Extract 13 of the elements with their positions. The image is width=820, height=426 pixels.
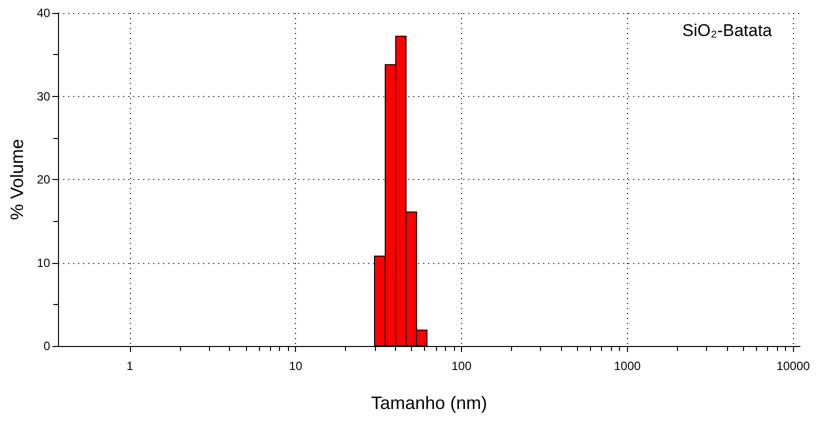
y-tick-label: 20 <box>36 172 51 186</box>
y-tick-label: 10 <box>36 256 51 270</box>
x-tick-label: 1000 <box>614 359 641 373</box>
x-tick-label: 10 <box>288 359 303 373</box>
x-tick-label: 1 <box>126 359 134 373</box>
y-tick-label: 0 <box>44 339 51 353</box>
y-axis-title: % Volume <box>7 138 27 220</box>
x-tick-label: 10000 <box>776 359 810 373</box>
x-tick-label: 100 <box>451 359 472 373</box>
x-axis-title: Tamanho (nm) <box>371 393 488 413</box>
annotation: SiO₂-Batata <box>682 21 773 40</box>
y-tick-label: 40 <box>36 6 51 20</box>
y-tick-label: 30 <box>36 89 51 104</box>
